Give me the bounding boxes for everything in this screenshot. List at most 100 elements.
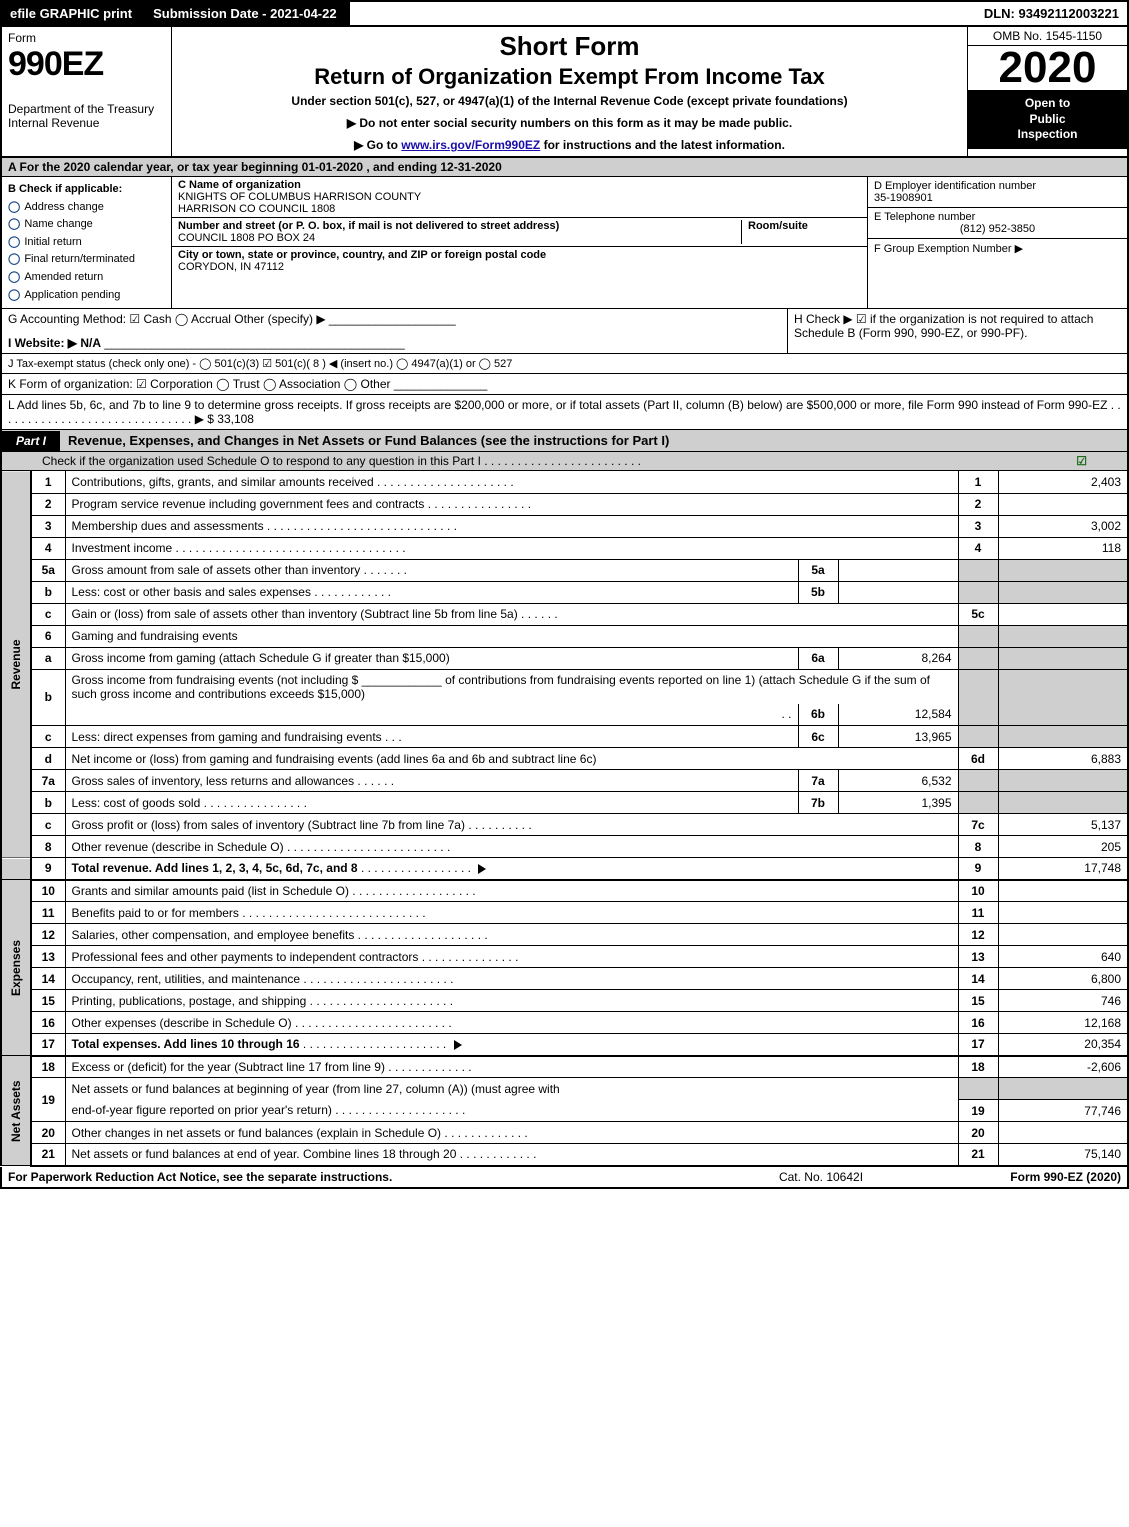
- part-i-sub-text: Check if the organization used Schedule …: [42, 454, 641, 468]
- l20-num: 20: [31, 1122, 65, 1144]
- l5b-onshade: [958, 581, 998, 603]
- l7b-in: 7b: [798, 792, 838, 814]
- l7b-desc: Less: cost of goods sold: [72, 796, 201, 810]
- l4-on: 4: [958, 537, 998, 559]
- l17-desc: Total expenses. Add lines 10 through 16: [72, 1037, 300, 1051]
- l5b-in: 5b: [798, 581, 838, 603]
- part-i-tag: Part I: [2, 431, 60, 451]
- label-city: City or town, state or province, country…: [178, 249, 546, 261]
- l12-desc: Salaries, other compensation, and employ…: [72, 928, 355, 942]
- l3-desc: Membership dues and assessments: [72, 519, 264, 533]
- short-form-title: Short Form: [180, 31, 959, 62]
- l7b-ovshade: [998, 792, 1128, 814]
- l10-on: 10: [958, 880, 998, 902]
- irs-link[interactable]: www.irs.gov/Form990EZ: [401, 138, 540, 152]
- label-room: Room/suite: [748, 220, 808, 232]
- chk-amended[interactable]: Amended return: [24, 271, 103, 283]
- part-i-sub: Check if the organization used Schedule …: [0, 452, 1129, 471]
- l6b-num: b: [31, 669, 65, 726]
- line-18: Net Assets 18 Excess or (deficit) for th…: [1, 1056, 1128, 1078]
- l5c-desc: Gain or (loss) from sale of assets other…: [72, 607, 518, 621]
- l13-num: 13: [31, 946, 65, 968]
- l9-desc: Total revenue. Add lines 1, 2, 3, 4, 5c,…: [72, 861, 358, 875]
- side-expenses: Expenses: [1, 880, 31, 1056]
- chk-final-return[interactable]: Final return/terminated: [24, 253, 135, 265]
- form-number: 990EZ: [8, 45, 165, 84]
- chk-application-pending[interactable]: Application pending: [24, 289, 120, 301]
- label-c: C Name of organization: [178, 179, 301, 191]
- l15-on: 15: [958, 990, 998, 1012]
- line-7a: 7a Gross sales of inventory, less return…: [1, 770, 1128, 792]
- l1-desc: Contributions, gifts, grants, and simila…: [72, 475, 374, 489]
- footer: For Paperwork Reduction Act Notice, see …: [0, 1167, 1129, 1189]
- l19-desc1: Net assets or fund balances at beginning…: [65, 1078, 958, 1100]
- city: CORYDON, IN 47112: [178, 261, 284, 273]
- form-header: Form 990EZ Department of the Treasury In…: [0, 27, 1129, 158]
- l11-on: 11: [958, 902, 998, 924]
- form-word: Form: [8, 31, 165, 45]
- l7a-num: 7a: [31, 770, 65, 792]
- l17-on: 17: [958, 1034, 998, 1056]
- line-4: 4 Investment income . . . . . . . . . . …: [1, 537, 1128, 559]
- l19-ovshade: [998, 1078, 1128, 1100]
- l2-desc: Program service revenue including govern…: [72, 497, 425, 511]
- submission-date: Submission Date - 2021-04-22: [141, 2, 350, 25]
- l7b-num: b: [31, 792, 65, 814]
- chk-name-change[interactable]: Name change: [24, 218, 93, 230]
- l18-num: 18: [31, 1056, 65, 1078]
- irs: Internal Revenue: [8, 116, 165, 130]
- l20-on: 20: [958, 1122, 998, 1144]
- l1-num: 1: [31, 471, 65, 493]
- footer-center: Cat. No. 10642I: [721, 1170, 921, 1184]
- line-2: 2 Program service revenue including gove…: [1, 493, 1128, 515]
- phone: (812) 952-3850: [874, 223, 1121, 235]
- l3-ov: 3,002: [998, 515, 1128, 537]
- l18-desc: Excess or (deficit) for the year (Subtra…: [72, 1060, 385, 1074]
- note-ssn: ▶ Do not enter social security numbers o…: [180, 116, 959, 130]
- line-5c: c Gain or (loss) from sale of assets oth…: [1, 603, 1128, 625]
- part-i-table: Revenue 1 Contributions, gifts, grants, …: [0, 471, 1129, 1167]
- note2-pre: ▶ Go to: [354, 138, 401, 152]
- row-g: G Accounting Method: ☑ Cash ◯ Accrual Ot…: [2, 309, 787, 353]
- box-c: C Name of organization KNIGHTS OF COLUMB…: [172, 177, 867, 308]
- side-revenue: Revenue: [1, 471, 31, 858]
- line-12: 12 Salaries, other compensation, and emp…: [1, 924, 1128, 946]
- l6d-num: d: [31, 748, 65, 770]
- l4-desc: Investment income: [72, 541, 173, 555]
- l14-on: 14: [958, 968, 998, 990]
- spacer: [350, 2, 976, 25]
- line-13: 13 Professional fees and other payments …: [1, 946, 1128, 968]
- l15-ov: 746: [998, 990, 1128, 1012]
- l8-desc: Other revenue (describe in Schedule O): [72, 840, 284, 854]
- l5c-on: 5c: [958, 603, 998, 625]
- l7b-iv: 1,395: [838, 792, 958, 814]
- l6c-onshade: [958, 726, 998, 748]
- l7c-on: 7c: [958, 814, 998, 836]
- row-a-tax-year: A For the 2020 calendar year, or tax yea…: [0, 158, 1129, 177]
- line-17: 17 Total expenses. Add lines 10 through …: [1, 1034, 1128, 1056]
- line-3: 3 Membership dues and assessments . . . …: [1, 515, 1128, 537]
- l7a-iv: 6,532: [838, 770, 958, 792]
- row-k: K Form of organization: ☑ Corporation ◯ …: [0, 374, 1129, 395]
- row-k-text: K Form of organization: ☑ Corporation ◯ …: [8, 377, 391, 391]
- l6d-desc: Net income or (loss) from gaming and fun…: [65, 748, 958, 770]
- efile-print-button[interactable]: efile GRAPHIC print: [2, 2, 141, 25]
- chk-address-change[interactable]: Address change: [24, 201, 104, 213]
- l6a-desc: Gross income from gaming (attach Schedul…: [65, 647, 798, 669]
- l5a-num: 5a: [31, 559, 65, 581]
- open2: Public: [1029, 112, 1065, 126]
- department: Department of the Treasury: [8, 102, 165, 116]
- return-title: Return of Organization Exempt From Incom…: [180, 64, 959, 90]
- l15-num: 15: [31, 990, 65, 1012]
- part-i-check: ☑: [1076, 454, 1087, 468]
- label-street: Number and street (or P. O. box, if mail…: [178, 220, 559, 232]
- l6a-ovshade: [998, 647, 1128, 669]
- line-5a: 5a Gross amount from sale of assets othe…: [1, 559, 1128, 581]
- l5b-desc: Less: cost or other basis and sales expe…: [72, 585, 311, 599]
- l2-ov: [998, 493, 1128, 515]
- row-i: I Website: ▶ N/A: [8, 336, 101, 350]
- line-6b-1: b Gross income from fundraising events (…: [1, 669, 1128, 704]
- chk-initial-return[interactable]: Initial return: [24, 236, 81, 248]
- l11-num: 11: [31, 902, 65, 924]
- l1-ov: 2,403: [998, 471, 1128, 493]
